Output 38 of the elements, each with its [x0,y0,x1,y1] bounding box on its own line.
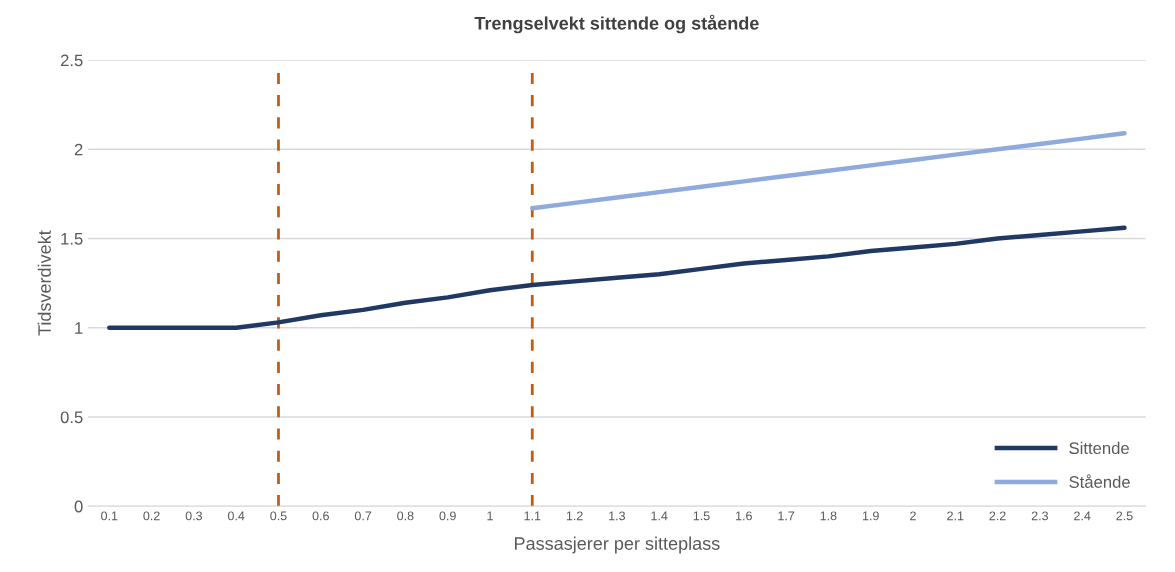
x-tick-label: 0.6 [312,511,329,521]
line-series [107,225,1127,330]
x-tick-label: 0.9 [439,511,456,521]
legend-label: Stående [1069,474,1130,488]
x-tick-label: 2.1 [947,511,964,521]
y-tick-label: 1 [75,322,83,334]
x-tick-label: 0.4 [227,511,245,521]
x-tick-label: 0.2 [143,511,160,521]
x-tick-label: 0.8 [397,511,414,521]
x-tick-label: 2.2 [989,511,1006,521]
x-tick-label: 2.3 [1031,511,1049,521]
x-tick-label: 1.2 [566,511,583,521]
legend-label: Sittende [1069,441,1129,455]
y-tick-label: 0.5 [60,411,83,424]
x-tick-label: 1.1 [524,511,541,521]
x-tick-label: 1 [487,511,493,521]
x-tick-label: 2 [910,511,916,521]
x-tick-label: 2.5 [1116,511,1133,521]
x-tick-label: 1.7 [778,511,795,521]
y-tick-label: 2 [74,143,83,156]
x-tick-label: 1.6 [736,511,752,521]
x-axis-title: Passasjerer per sitteplass [515,536,720,554]
y-tick-label: 0 [74,500,83,513]
x-tick-label: 0.5 [270,511,287,521]
x-tick-label: 0.7 [354,511,372,521]
x-tick-label: 0.1 [101,511,118,521]
y-axis-title: Tidsverdivekt [37,230,51,336]
x-tick-label: 1.5 [693,511,710,521]
x-tick-label: 1.4 [651,511,668,521]
x-tick-label: 0.3 [185,511,203,521]
x-tick-label: 1.8 [820,511,837,521]
y-tick-label: 2.5 [60,54,83,67]
y-tick-label: 1.5 [61,233,83,245]
line-series [530,131,1127,211]
x-tick-label: 1.3 [609,511,626,521]
chart-title: Trengselvekt sittende og stående [474,14,759,34]
x-tick-label: 1.9 [862,511,879,521]
x-tick-label: 2.4 [1074,511,1091,521]
